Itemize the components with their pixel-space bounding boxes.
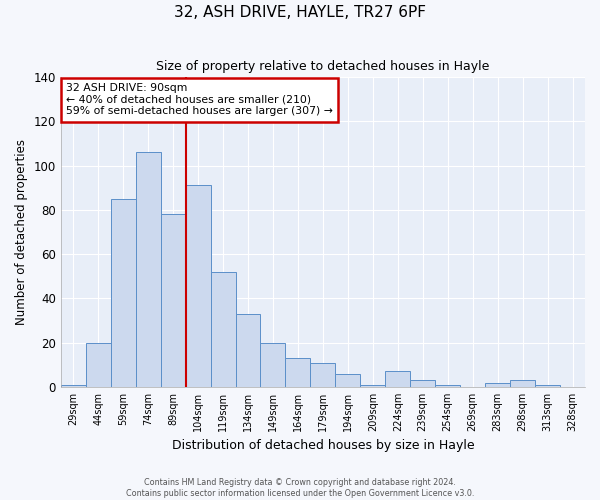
Text: Contains HM Land Registry data © Crown copyright and database right 2024.
Contai: Contains HM Land Registry data © Crown c… (126, 478, 474, 498)
Bar (485, 382, 510, 387)
Bar (111, 198, 136, 387)
Y-axis label: Number of detached properties: Number of detached properties (15, 139, 28, 325)
Bar (510, 380, 535, 387)
Bar (211, 272, 236, 387)
Bar (410, 380, 435, 387)
Bar (86, 342, 111, 387)
Bar (161, 214, 185, 387)
Text: 32 ASH DRIVE: 90sqm
← 40% of detached houses are smaller (210)
59% of semi-detac: 32 ASH DRIVE: 90sqm ← 40% of detached ho… (66, 83, 333, 116)
Bar (385, 372, 410, 387)
Title: Size of property relative to detached houses in Hayle: Size of property relative to detached ho… (156, 60, 490, 73)
Bar (136, 152, 161, 387)
Text: 32, ASH DRIVE, HAYLE, TR27 6PF: 32, ASH DRIVE, HAYLE, TR27 6PF (174, 5, 426, 20)
Bar (260, 342, 286, 387)
X-axis label: Distribution of detached houses by size in Hayle: Distribution of detached houses by size … (172, 440, 474, 452)
Bar (310, 362, 335, 387)
Bar (185, 186, 211, 387)
Bar (435, 384, 460, 387)
Bar (361, 384, 385, 387)
Bar (286, 358, 310, 387)
Bar (535, 384, 560, 387)
Bar (335, 374, 361, 387)
Bar (236, 314, 260, 387)
Bar (61, 384, 86, 387)
